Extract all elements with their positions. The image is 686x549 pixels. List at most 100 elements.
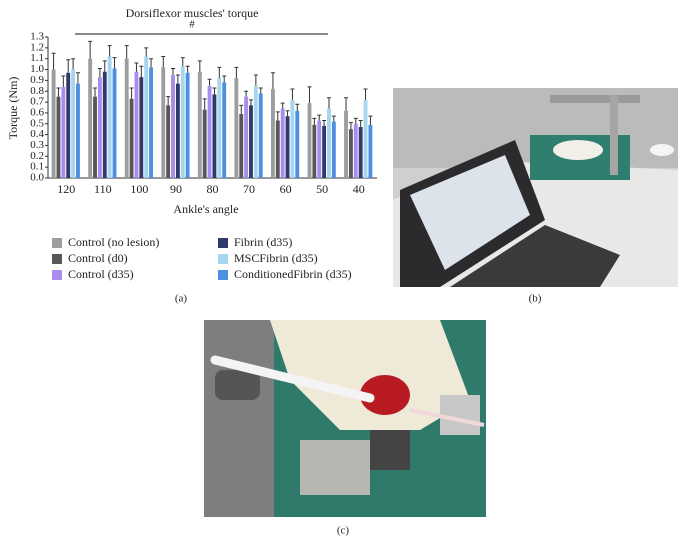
error-bar <box>275 111 280 121</box>
legend-label: ConditionedFibrin (d35) <box>234 267 352 281</box>
x-axis-label: Ankle's angle <box>173 202 238 216</box>
error-bar <box>344 97 349 111</box>
y-tick-label: 0.0 <box>30 172 44 184</box>
error-bar <box>166 96 171 106</box>
bar <box>348 129 353 178</box>
x-tick-label: 60 <box>280 182 292 196</box>
error-bar <box>134 62 139 72</box>
error-bar <box>312 117 317 125</box>
error-bar <box>207 78 212 86</box>
error-bar <box>197 60 202 72</box>
error-bar <box>61 75 66 87</box>
bar <box>253 85 258 178</box>
x-tick-label: 90 <box>170 182 182 196</box>
bar <box>353 123 358 178</box>
bar <box>144 56 149 179</box>
error-bar <box>75 72 80 84</box>
error-bar <box>258 87 263 94</box>
bar <box>107 56 112 179</box>
error-bar <box>180 57 185 67</box>
legend-label: MSCFibrin (d35) <box>234 251 318 265</box>
panel-label: (c) <box>337 525 350 537</box>
legend-swatch <box>52 270 62 280</box>
error-bar <box>107 45 112 57</box>
x-tick-label: 50 <box>316 182 328 196</box>
error-bar <box>222 75 227 83</box>
bar <box>307 103 312 178</box>
bar <box>139 77 144 178</box>
bar <box>180 66 185 178</box>
error-bar <box>217 66 222 79</box>
x-tick-label: 80 <box>207 182 219 196</box>
photo-b <box>393 88 678 287</box>
bar <box>244 96 249 178</box>
bar <box>51 69 56 178</box>
error-bar <box>331 115 336 122</box>
x-tick-label: 40 <box>353 182 365 196</box>
legend-label: Control (no lesion) <box>68 235 159 249</box>
error-bar <box>285 110 290 117</box>
bar <box>93 96 97 178</box>
legend-label: Fibrin (d35) <box>234 235 292 249</box>
bar <box>212 94 217 178</box>
legend-swatch <box>52 254 62 264</box>
bar <box>161 67 166 178</box>
error-bar <box>244 90 249 97</box>
legend-swatch <box>218 254 228 264</box>
bar <box>149 67 154 178</box>
y-tick-label: 0.5 <box>30 117 44 129</box>
error-bar <box>149 58 154 68</box>
bar <box>344 110 348 178</box>
error-bar <box>317 114 322 121</box>
bar <box>112 68 117 178</box>
bar <box>102 71 107 178</box>
bar <box>202 109 207 178</box>
chart-title: Dorsiflexor muscles' torque <box>126 6 259 20</box>
error-bar <box>102 60 107 72</box>
y-tick-label: 1.3 <box>30 31 44 43</box>
bar <box>368 124 373 178</box>
bar <box>270 89 275 178</box>
y-tick-label: 0.9 <box>30 74 44 86</box>
error-bar <box>97 67 102 78</box>
bar <box>280 108 285 178</box>
error-bar <box>144 47 149 57</box>
bar <box>358 127 363 178</box>
error-bar <box>185 65 190 73</box>
bar <box>124 58 129 178</box>
bar <box>61 86 66 178</box>
error-bar <box>93 87 98 97</box>
error-bar <box>112 57 117 69</box>
error-bar <box>161 56 166 68</box>
bar <box>363 99 368 178</box>
legend-swatch <box>218 270 228 280</box>
error-bar <box>290 88 295 100</box>
y-tick-label: 1.1 <box>30 52 44 64</box>
error-bar <box>234 66 239 79</box>
y-tick-label: 0.2 <box>30 150 44 162</box>
y-tick-label: 1.0 <box>30 63 44 75</box>
error-bar <box>326 97 331 109</box>
y-axis-label: Torque (Nm) <box>6 77 20 140</box>
error-bar <box>295 103 300 111</box>
panel-label: (b) <box>529 293 542 305</box>
error-bar <box>363 88 368 100</box>
error-bar <box>358 120 363 128</box>
bar <box>275 120 280 178</box>
bar <box>76 83 80 178</box>
error-bar <box>248 99 253 106</box>
bar <box>129 98 134 178</box>
error-bar <box>171 67 176 75</box>
annotation: # <box>189 19 195 31</box>
y-tick-label: 0.7 <box>30 96 44 108</box>
y-tick-label: 0.3 <box>30 139 44 151</box>
legend-label: Control (d35) <box>68 267 134 281</box>
bar <box>134 71 139 178</box>
bar <box>290 99 295 178</box>
bar <box>239 114 244 178</box>
error-bar <box>124 45 129 59</box>
error-bar <box>71 58 76 70</box>
panel-label: (a) <box>175 293 188 305</box>
